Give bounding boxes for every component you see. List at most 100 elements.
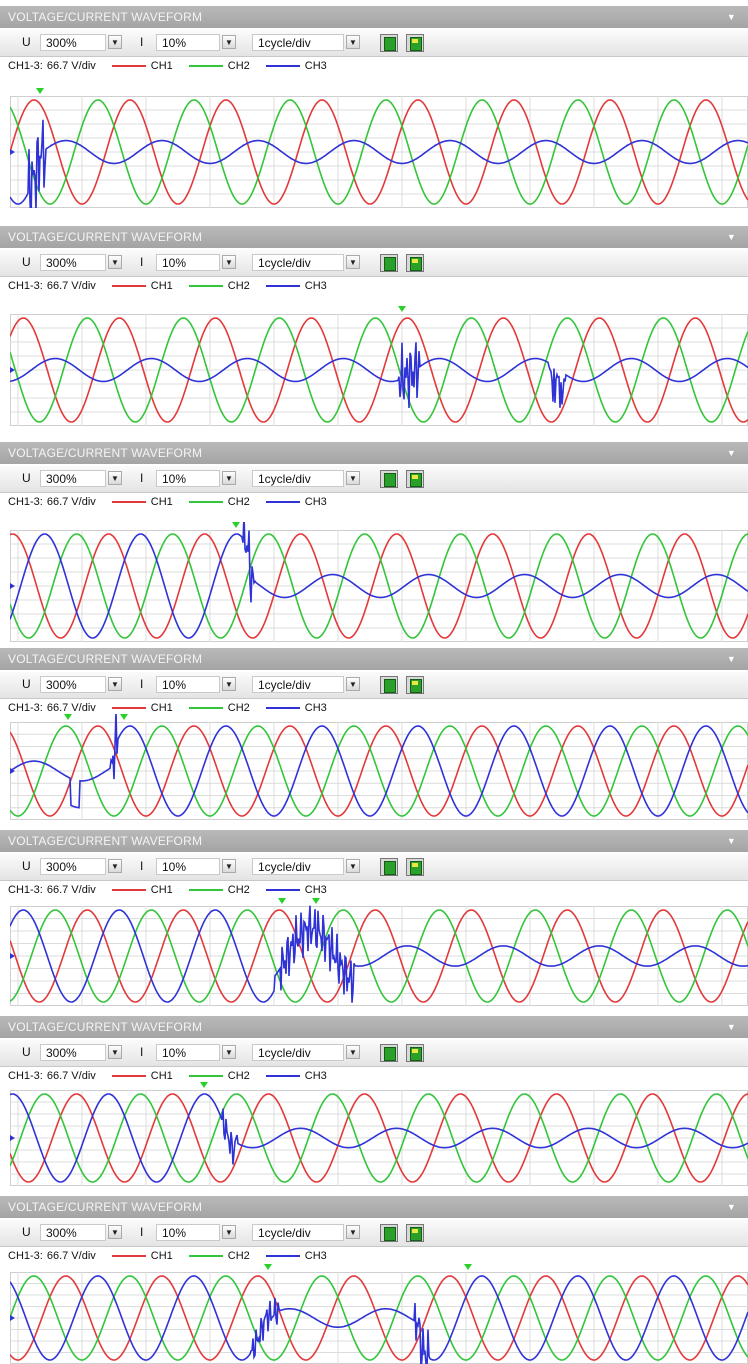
u-range-select[interactable]: 300% bbox=[40, 858, 106, 875]
dropdown-arrow-icon[interactable]: ▼ bbox=[222, 1045, 236, 1059]
legend-label-ch1: CH1 bbox=[150, 496, 173, 508]
dropdown-arrow-icon[interactable]: ▼ bbox=[346, 677, 360, 691]
export-icon[interactable] bbox=[380, 254, 398, 272]
collapse-arrow-icon[interactable]: ▼ bbox=[726, 232, 736, 242]
time-division-select[interactable]: 1cycle/div bbox=[252, 858, 344, 875]
panel-title-bar: VOLTAGE/CURRENT WAVEFORM ▼ bbox=[0, 1196, 748, 1218]
legend-label-ch3: CH3 bbox=[304, 60, 327, 72]
waveform-ch1-line bbox=[10, 1093, 748, 1183]
dropdown-arrow-icon[interactable]: ▼ bbox=[346, 471, 360, 485]
trigger-marker-icon[interactable] bbox=[36, 88, 44, 94]
dropdown-arrow-icon[interactable]: ▼ bbox=[346, 1225, 360, 1239]
settings-icon-mark bbox=[412, 259, 418, 263]
u-range-select[interactable]: 300% bbox=[40, 676, 106, 693]
waveform-ch2-line bbox=[10, 725, 748, 817]
dropdown-arrow-icon[interactable]: ▼ bbox=[222, 1225, 236, 1239]
i-range-select[interactable]: 10% bbox=[156, 254, 220, 271]
legend-label-ch1: CH1 bbox=[150, 280, 173, 292]
export-icon[interactable] bbox=[380, 470, 398, 488]
settings-icon[interactable] bbox=[406, 1044, 424, 1062]
dropdown-arrow-icon[interactable]: ▼ bbox=[222, 471, 236, 485]
i-range-select[interactable]: 10% bbox=[156, 858, 220, 875]
zero-level-marker-icon[interactable] bbox=[10, 768, 15, 774]
trigger-marker-icon[interactable] bbox=[232, 522, 240, 528]
export-icon[interactable] bbox=[380, 1224, 398, 1242]
time-division-select[interactable]: 1cycle/div bbox=[252, 676, 344, 693]
i-range-select[interactable]: 10% bbox=[156, 1224, 220, 1241]
collapse-arrow-icon[interactable]: ▼ bbox=[726, 1202, 736, 1212]
dropdown-arrow-icon[interactable]: ▼ bbox=[108, 677, 122, 691]
settings-icon[interactable] bbox=[406, 858, 424, 876]
export-icon[interactable] bbox=[380, 34, 398, 52]
trigger-marker-icon[interactable] bbox=[312, 898, 320, 904]
u-range-select[interactable]: 300% bbox=[40, 470, 106, 487]
collapse-arrow-icon[interactable]: ▼ bbox=[726, 836, 736, 846]
dropdown-arrow-icon[interactable]: ▼ bbox=[222, 255, 236, 269]
time-division-select[interactable]: 1cycle/div bbox=[252, 470, 344, 487]
trigger-marker-icon[interactable] bbox=[64, 714, 72, 720]
dropdown-arrow-icon[interactable]: ▼ bbox=[108, 1225, 122, 1239]
settings-icon[interactable] bbox=[406, 676, 424, 694]
time-division-select[interactable]: 1cycle/div bbox=[252, 254, 344, 271]
trigger-marker-icon[interactable] bbox=[120, 714, 128, 720]
time-division-select[interactable]: 1cycle/div bbox=[252, 1224, 344, 1241]
dropdown-arrow-icon[interactable]: ▼ bbox=[222, 859, 236, 873]
collapse-arrow-icon[interactable]: ▼ bbox=[726, 654, 736, 664]
trigger-marker-icon[interactable] bbox=[464, 1264, 472, 1270]
i-label: I bbox=[140, 1045, 144, 1059]
collapse-arrow-icon[interactable]: ▼ bbox=[726, 448, 736, 458]
dropdown-arrow-icon[interactable]: ▼ bbox=[108, 1045, 122, 1059]
collapse-arrow-icon[interactable]: ▼ bbox=[726, 1022, 736, 1032]
u-range-select[interactable]: 300% bbox=[40, 1044, 106, 1061]
trigger-marker-icon[interactable] bbox=[398, 306, 406, 312]
dropdown-arrow-icon[interactable]: ▼ bbox=[222, 35, 236, 49]
zero-level-marker-icon[interactable] bbox=[10, 149, 15, 155]
zero-level-marker-icon[interactable] bbox=[10, 583, 15, 589]
i-range-select[interactable]: 10% bbox=[156, 1044, 220, 1061]
export-icon-body bbox=[384, 1047, 396, 1061]
u-range-select[interactable]: 300% bbox=[40, 254, 106, 271]
trigger-marker-icon[interactable] bbox=[200, 1082, 208, 1088]
toolbar: U 300% ▼ I 10% ▼ 1cycle/div ▼ bbox=[0, 30, 748, 57]
dropdown-arrow-icon[interactable]: ▼ bbox=[346, 255, 360, 269]
collapse-arrow-icon[interactable]: ▼ bbox=[726, 12, 736, 22]
i-range-select[interactable]: 10% bbox=[156, 470, 220, 487]
settings-icon[interactable] bbox=[406, 1224, 424, 1242]
dropdown-arrow-icon[interactable]: ▼ bbox=[222, 677, 236, 691]
waveform-ch1-line bbox=[10, 1275, 748, 1361]
zero-level-marker-icon[interactable] bbox=[10, 953, 15, 959]
dropdown-arrow-icon[interactable]: ▼ bbox=[108, 471, 122, 485]
i-range-select[interactable]: 10% bbox=[156, 34, 220, 51]
settings-icon[interactable] bbox=[406, 470, 424, 488]
time-division-select[interactable]: 1cycle/div bbox=[252, 34, 344, 51]
export-icon[interactable] bbox=[380, 676, 398, 694]
u-range-select[interactable]: 300% bbox=[40, 34, 106, 51]
dropdown-arrow-icon[interactable]: ▼ bbox=[108, 859, 122, 873]
dropdown-arrow-icon[interactable]: ▼ bbox=[108, 35, 122, 49]
dropdown-arrow-icon[interactable]: ▼ bbox=[108, 255, 122, 269]
legend-swatch-ch1 bbox=[111, 1255, 146, 1258]
u-range-select[interactable]: 300% bbox=[40, 1224, 106, 1241]
settings-icon[interactable] bbox=[406, 254, 424, 272]
export-icon[interactable] bbox=[380, 1044, 398, 1062]
zero-level-marker-icon[interactable] bbox=[10, 1135, 15, 1141]
trigger-marker-icon[interactable] bbox=[278, 898, 286, 904]
dropdown-arrow-icon[interactable]: ▼ bbox=[346, 35, 360, 49]
zero-level-marker-icon[interactable] bbox=[10, 367, 15, 373]
waveform-chart bbox=[10, 714, 748, 820]
dropdown-arrow-icon[interactable]: ▼ bbox=[346, 1045, 360, 1059]
legend-label-ch2: CH2 bbox=[227, 60, 250, 72]
waveform-plot bbox=[10, 1264, 748, 1364]
i-label: I bbox=[140, 471, 144, 485]
panel-title-bar: VOLTAGE/CURRENT WAVEFORM ▼ bbox=[0, 6, 748, 28]
trigger-marker-icon[interactable] bbox=[264, 1264, 272, 1270]
export-icon[interactable] bbox=[380, 858, 398, 876]
zero-level-marker-icon[interactable] bbox=[10, 1315, 15, 1321]
dropdown-arrow-icon[interactable]: ▼ bbox=[346, 859, 360, 873]
legend-row: CH1-3: 66.7 V/div CH1 CH2 CH3 bbox=[8, 1068, 327, 1084]
i-range-select[interactable]: 10% bbox=[156, 676, 220, 693]
settings-icon[interactable] bbox=[406, 34, 424, 52]
legend-swatch-ch3 bbox=[265, 501, 300, 504]
time-division-select[interactable]: 1cycle/div bbox=[252, 1044, 344, 1061]
u-label: U bbox=[22, 35, 31, 49]
